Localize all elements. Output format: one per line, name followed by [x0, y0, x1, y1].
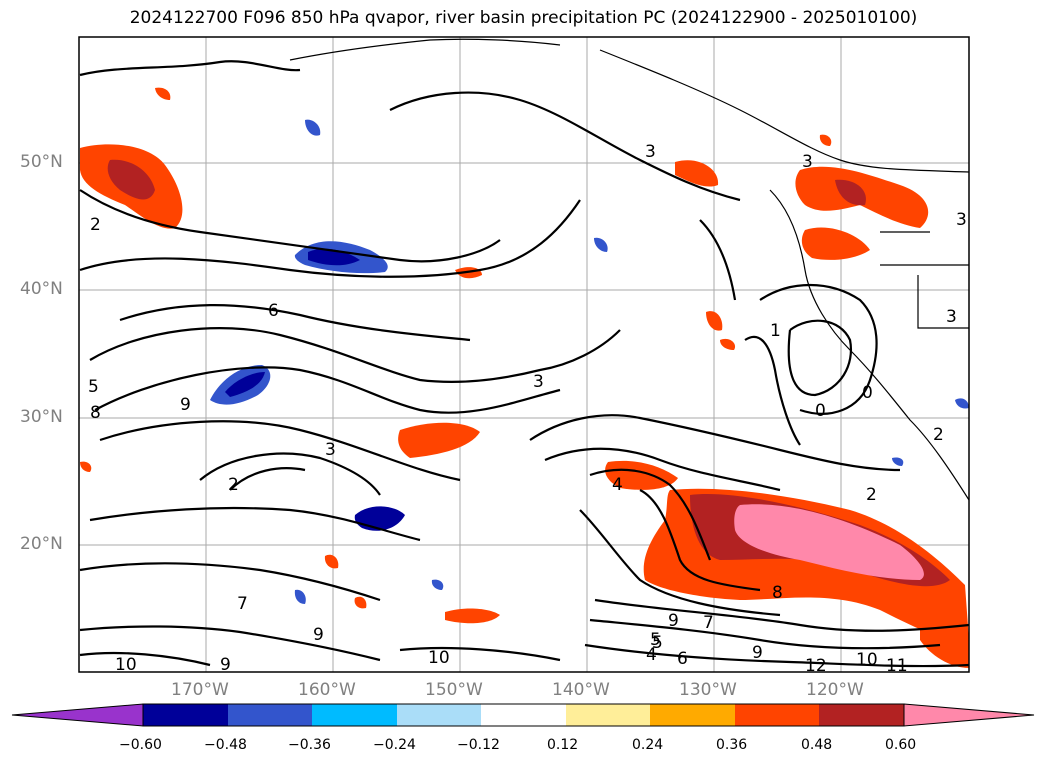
contour-label: 1: [770, 321, 781, 341]
contour-label: 5: [652, 633, 663, 653]
contour-label: 2: [90, 215, 101, 235]
colorbar-tick: −0.24: [373, 737, 416, 753]
colorbar-tick: −0.12: [457, 737, 500, 753]
colorbar-segment: [143, 704, 228, 726]
contour-label: 10: [428, 648, 450, 668]
contour-label: 5: [88, 377, 99, 397]
contour-label: 7: [237, 594, 248, 614]
contour-label: 9: [220, 655, 231, 675]
contour-label: 8: [772, 583, 783, 603]
colorbar-segment: [11, 703, 144, 727]
contour-label: 3: [645, 142, 656, 162]
plot-title: 2024122700 F096 850 hPa qvapor, river ba…: [129, 8, 918, 28]
contour-label: 0: [815, 401, 826, 421]
qvapor-contours: [79, 60, 970, 668]
contour-label: 5: [650, 630, 661, 650]
colorbar-segment: [819, 704, 904, 726]
map-frame: [78, 36, 970, 673]
contour-label: 2: [933, 425, 944, 445]
contour-label: 3: [946, 307, 957, 327]
contour-label: 11: [886, 656, 908, 676]
colorbar-tick: 0.48: [801, 737, 833, 753]
lon-label: 160°W: [298, 680, 356, 700]
colorbar-tick: 0.24: [632, 737, 664, 753]
contour-label: 2: [866, 485, 877, 505]
lat-label: 20°N: [20, 534, 63, 554]
lon-label: 130°W: [679, 680, 737, 700]
colorbar-tick: 0.60: [885, 737, 917, 753]
colorbar-segment: [397, 704, 481, 726]
contour-label: 4: [612, 475, 623, 495]
contour-label: 9: [752, 643, 763, 663]
lat-label: 30°N: [20, 407, 63, 427]
contour-label: 10: [115, 655, 137, 675]
contour-label: 4: [646, 645, 657, 665]
lat-label: 40°N: [20, 279, 63, 299]
contour-label: 6: [268, 301, 279, 321]
contour-label: 12: [805, 656, 827, 676]
contour-label: 7: [703, 613, 714, 633]
colorbar-segment: [650, 704, 735, 726]
lon-label: 140°W: [552, 680, 610, 700]
contour-label: 3: [956, 210, 967, 230]
contour-label: 9: [180, 395, 191, 415]
colorbar-tick: 0.12: [547, 737, 579, 753]
contour-label: 3: [325, 440, 336, 460]
lat-label: 50°N: [20, 152, 63, 172]
contour-label: 8: [90, 403, 101, 423]
contour-label: 6: [677, 649, 688, 669]
contour-label: 10: [856, 650, 878, 670]
colorbar-segment: [566, 704, 650, 726]
contour-label: 9: [668, 611, 679, 631]
colorbar-tick: −0.48: [204, 737, 247, 753]
contour-label: 0: [862, 383, 873, 403]
contour-label: 2: [228, 475, 239, 495]
lon-label: 170°W: [171, 680, 229, 700]
lon-label: 120°W: [806, 680, 864, 700]
colorbar-segment: [481, 704, 566, 726]
coastlines: [289, 38, 970, 501]
colorbar-segment: [903, 703, 1035, 727]
precip-positive-shading: [80, 87, 969, 668]
contour-label: 3: [802, 152, 813, 172]
colorbar-tick: 0.36: [716, 737, 748, 753]
colorbar-segment: [228, 704, 312, 726]
colorbar-tick: −0.60: [119, 737, 162, 753]
colorbar: [11, 703, 1035, 727]
colorbar-tick: −0.36: [288, 737, 331, 753]
lon-label: 150°W: [425, 680, 483, 700]
contour-label: 3: [533, 372, 544, 392]
contour-labels: 2 6 5 8 9 3 3 4 2 1 0 3 3 3 2 3 7 5 9 9 …: [88, 142, 967, 676]
contour-label: 9: [313, 625, 324, 645]
colorbar-segment: [735, 704, 819, 726]
colorbar-segment: [312, 704, 397, 726]
